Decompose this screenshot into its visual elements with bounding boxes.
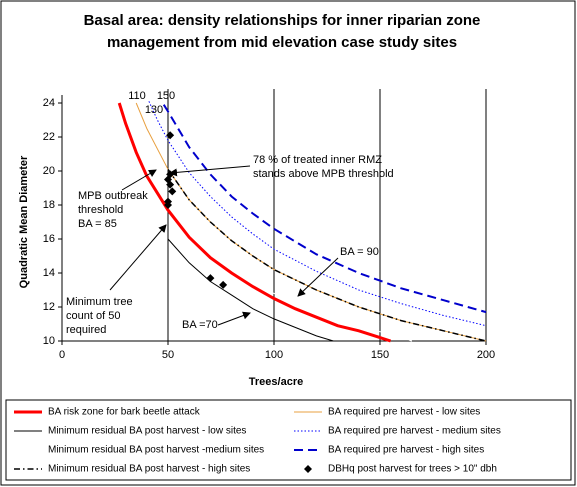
x-tick-label: 50 xyxy=(162,349,174,361)
data-point xyxy=(164,201,172,209)
annotation-arrow xyxy=(109,224,167,291)
data-point xyxy=(166,180,175,189)
annotation: threshold xyxy=(78,204,123,216)
y-axis-label: Quadratic Mean Diameter xyxy=(18,155,30,288)
legend-label: Minimum residual BA post harvest -medium… xyxy=(48,445,264,456)
annotation: BA = 90 xyxy=(340,246,379,258)
legend: BA risk zone for bark beetle attack BA re… xyxy=(14,407,501,475)
annotation-arrow xyxy=(169,165,251,177)
annotation: required xyxy=(66,324,106,336)
y-tick-label: 22 xyxy=(43,131,55,143)
annotation: Minimum tree xyxy=(66,296,133,308)
annotation: BA = 85 xyxy=(78,218,117,230)
series-line xyxy=(167,238,334,342)
annotation-arrow xyxy=(217,311,251,326)
annotation: count of 50 xyxy=(66,310,120,322)
annotation: BA =70 xyxy=(182,319,218,331)
curve-label: 110 xyxy=(128,90,146,102)
y-tick-label: 10 xyxy=(43,335,55,347)
x-axis-label: Trees/acre xyxy=(249,376,303,388)
y-tick-label: 18 xyxy=(43,199,55,211)
legend-label: Minimum residual BA post harvest - high … xyxy=(48,464,250,475)
data-point xyxy=(219,280,228,289)
series-line xyxy=(117,102,392,343)
annotation: 78 % of treated inner RMZ xyxy=(253,154,382,166)
legend-swatch xyxy=(304,465,312,473)
legend-box xyxy=(5,399,572,481)
y-tick-label: 12 xyxy=(43,301,55,313)
chart-title: Basal area: density relationships for in… xyxy=(83,12,481,51)
series-line xyxy=(162,104,487,314)
x-tick-label: 200 xyxy=(477,349,495,361)
legend-label: BA required pre harvest - medium sites xyxy=(328,426,501,437)
annotation-arrow xyxy=(297,257,339,297)
data-point xyxy=(166,131,175,140)
data-point xyxy=(168,187,177,196)
legend-label: BA required pre harvest - low sites xyxy=(328,407,480,418)
y-tick-label: 14 xyxy=(43,267,55,279)
x-tick-label: 0 xyxy=(59,349,65,361)
x-tick-label: 100 xyxy=(265,349,283,361)
annotation: MPB outbreak xyxy=(78,190,148,202)
series-line xyxy=(167,168,487,342)
annotation-arrow xyxy=(121,169,157,191)
legend-label: DBHq post harvest for trees > 10" dbh xyxy=(328,464,497,475)
legend-label: BA risk zone for bark beetle attack xyxy=(48,407,201,418)
annotation: stands above MPB threshold xyxy=(253,168,394,180)
legend-label: BA required pre harvest - high sites xyxy=(328,445,484,456)
data-point xyxy=(206,274,215,283)
legend-label: Minimum residual BA post harvest - low s… xyxy=(48,426,246,437)
curve-label: 150 xyxy=(157,90,175,102)
x-tick-label: 150 xyxy=(371,349,389,361)
curve-label: 130 xyxy=(145,104,163,116)
y-tick-label: 24 xyxy=(43,97,55,109)
y-tick-label: 16 xyxy=(43,233,55,245)
series-line xyxy=(167,201,412,342)
y-tick-label: 20 xyxy=(43,165,55,177)
